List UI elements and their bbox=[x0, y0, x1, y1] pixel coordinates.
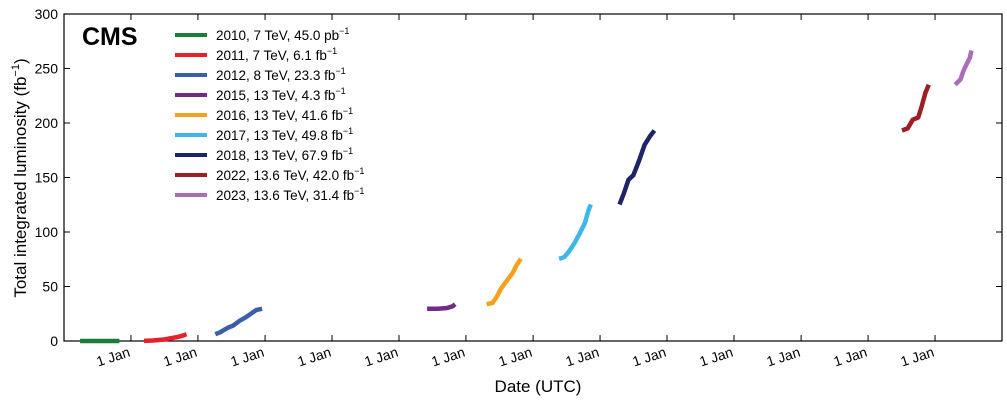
y-axis-label-sup: −1 bbox=[10, 64, 22, 77]
legend-entry-name: 2011, 7 TeV, 6.1 fb bbox=[216, 48, 327, 63]
y-tick-label: 300 bbox=[35, 6, 59, 22]
y-axis-ticks: 0 50 100 150 200 250 300 bbox=[35, 6, 1002, 349]
legend-entry: 2010, 7 TeV, 45.0 pb−1 bbox=[216, 26, 349, 43]
legend-entry: 2017, 13 TeV, 49.8 fb−1 bbox=[216, 126, 353, 143]
y-tick-label: 100 bbox=[35, 224, 59, 240]
legend-entry-unit-sup: −1 bbox=[327, 46, 337, 56]
legend-entry-name: 2023, 13.6 TeV, 31.4 fb bbox=[216, 188, 354, 203]
x-tick-label: 1 Jan bbox=[429, 344, 467, 370]
x-tick-label: 1 Jan bbox=[831, 344, 869, 370]
y-tick-label: 0 bbox=[50, 333, 58, 349]
legend-entry-unit-sup: −1 bbox=[354, 166, 364, 176]
legend-entry: 2011, 7 TeV, 6.1 fb−1 bbox=[216, 46, 337, 63]
y-axis-label: Total integrated luminosity (fb−1) bbox=[10, 58, 30, 297]
legend-entry: 2012, 8 TeV, 23.3 fb−1 bbox=[216, 66, 346, 83]
legend-entry-name: 2010, 7 TeV, 45.0 pb bbox=[216, 28, 339, 43]
y-tick-label: 200 bbox=[35, 115, 59, 131]
legend-entry: 2022, 13.6 TeV, 42.0 fb−1 bbox=[216, 166, 364, 183]
legend-entry: 2018, 13 TeV, 67.9 fb−1 bbox=[216, 146, 353, 163]
series-line bbox=[143, 332, 188, 344]
legend-entry: 2015, 13 TeV, 4.3 fb−1 bbox=[216, 86, 346, 103]
series-line bbox=[427, 302, 457, 312]
series-line bbox=[486, 257, 523, 307]
legend-entry-name: 2017, 13 TeV, 49.8 fb bbox=[216, 128, 343, 143]
x-axis-label: Date (UTC) bbox=[495, 377, 582, 396]
x-tick-label: 1 Jan bbox=[161, 344, 199, 370]
legend-entry-name: 2012, 8 TeV, 23.3 fb bbox=[216, 68, 335, 83]
series-layer bbox=[80, 50, 974, 344]
y-axis-label-main: Total integrated luminosity (fb bbox=[11, 77, 30, 298]
x-tick-label: 1 Jan bbox=[295, 344, 333, 370]
legend-entry-name: 2022, 13.6 TeV, 42.0 fb bbox=[216, 168, 354, 183]
y-axis-label-close: ) bbox=[11, 58, 30, 64]
x-tick-label: 1 Jan bbox=[898, 344, 936, 370]
x-tick-label: 1 Jan bbox=[362, 344, 400, 370]
legend-entry: 2023, 13.6 TeV, 31.4 fb−1 bbox=[216, 186, 364, 203]
legend-entry-unit-sup: −1 bbox=[335, 66, 345, 76]
x-tick-label: 1 Jan bbox=[697, 344, 735, 370]
legend-entry-name: 2018, 13 TeV, 67.9 fb bbox=[216, 148, 343, 163]
series-line bbox=[214, 306, 263, 337]
y-tick-label: 50 bbox=[42, 279, 58, 295]
legend-entry-name: 2016, 13 TeV, 41.6 fb bbox=[216, 108, 343, 123]
x-tick-label: 1 Jan bbox=[765, 344, 803, 370]
x-tick-label: 1 Jan bbox=[94, 344, 132, 370]
legend-entry-unit-sup: −1 bbox=[339, 26, 349, 36]
y-tick-label: 250 bbox=[35, 61, 59, 77]
legend-entry-unit-sup: −1 bbox=[354, 186, 364, 196]
x-tick-label: 1 Jan bbox=[497, 344, 535, 370]
legend-entry-unit-sup: −1 bbox=[335, 86, 345, 96]
legend-entry-name: 2015, 13 TeV, 4.3 fb bbox=[216, 88, 335, 103]
plot-frame bbox=[63, 13, 1003, 342]
x-tick-label: 1 Jan bbox=[563, 344, 601, 370]
x-tick-label: 1 Jan bbox=[228, 344, 266, 370]
series-line bbox=[617, 129, 657, 206]
experiment-label: CMS bbox=[82, 23, 138, 51]
series-line bbox=[953, 50, 974, 87]
legend-entry: 2016, 13 TeV, 41.6 fb−1 bbox=[216, 106, 353, 123]
series-line bbox=[901, 83, 931, 133]
legend-entry-unit-sup: −1 bbox=[343, 126, 353, 136]
series-line bbox=[558, 203, 593, 261]
legend-entry-unit-sup: −1 bbox=[343, 146, 353, 156]
y-tick-label: 150 bbox=[35, 170, 59, 186]
x-tick-label: 1 Jan bbox=[630, 344, 668, 370]
legend-entry-unit-sup: −1 bbox=[343, 106, 353, 116]
